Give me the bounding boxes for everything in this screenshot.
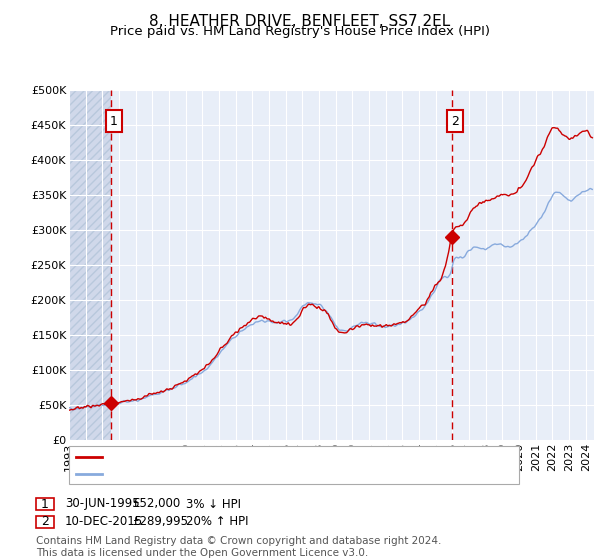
Text: 2: 2 — [41, 515, 49, 529]
Text: 1: 1 — [41, 497, 49, 511]
Text: 20% ↑ HPI: 20% ↑ HPI — [186, 515, 248, 529]
Text: 3% ↓ HPI: 3% ↓ HPI — [186, 497, 241, 511]
Text: 8, HEATHER DRIVE, BENFLEET, SS7 2EL: 8, HEATHER DRIVE, BENFLEET, SS7 2EL — [149, 14, 451, 29]
Bar — [69, 90, 110, 440]
Text: 10-DEC-2015: 10-DEC-2015 — [65, 515, 143, 529]
Text: 2: 2 — [451, 115, 459, 128]
Text: 1: 1 — [110, 115, 118, 128]
Text: Price paid vs. HM Land Registry's House Price Index (HPI): Price paid vs. HM Land Registry's House … — [110, 25, 490, 38]
Text: £52,000: £52,000 — [132, 497, 180, 511]
Text: £289,995: £289,995 — [132, 515, 188, 529]
Text: Contains HM Land Registry data © Crown copyright and database right 2024.
This d: Contains HM Land Registry data © Crown c… — [36, 536, 442, 558]
Text: 8, HEATHER DRIVE, BENFLEET, SS7 2EL (semi-detached house): 8, HEATHER DRIVE, BENFLEET, SS7 2EL (sem… — [106, 450, 478, 464]
Text: HPI: Average price, semi-detached house, Castle Point: HPI: Average price, semi-detached house,… — [106, 468, 427, 481]
Text: 30-JUN-1995: 30-JUN-1995 — [65, 497, 139, 511]
